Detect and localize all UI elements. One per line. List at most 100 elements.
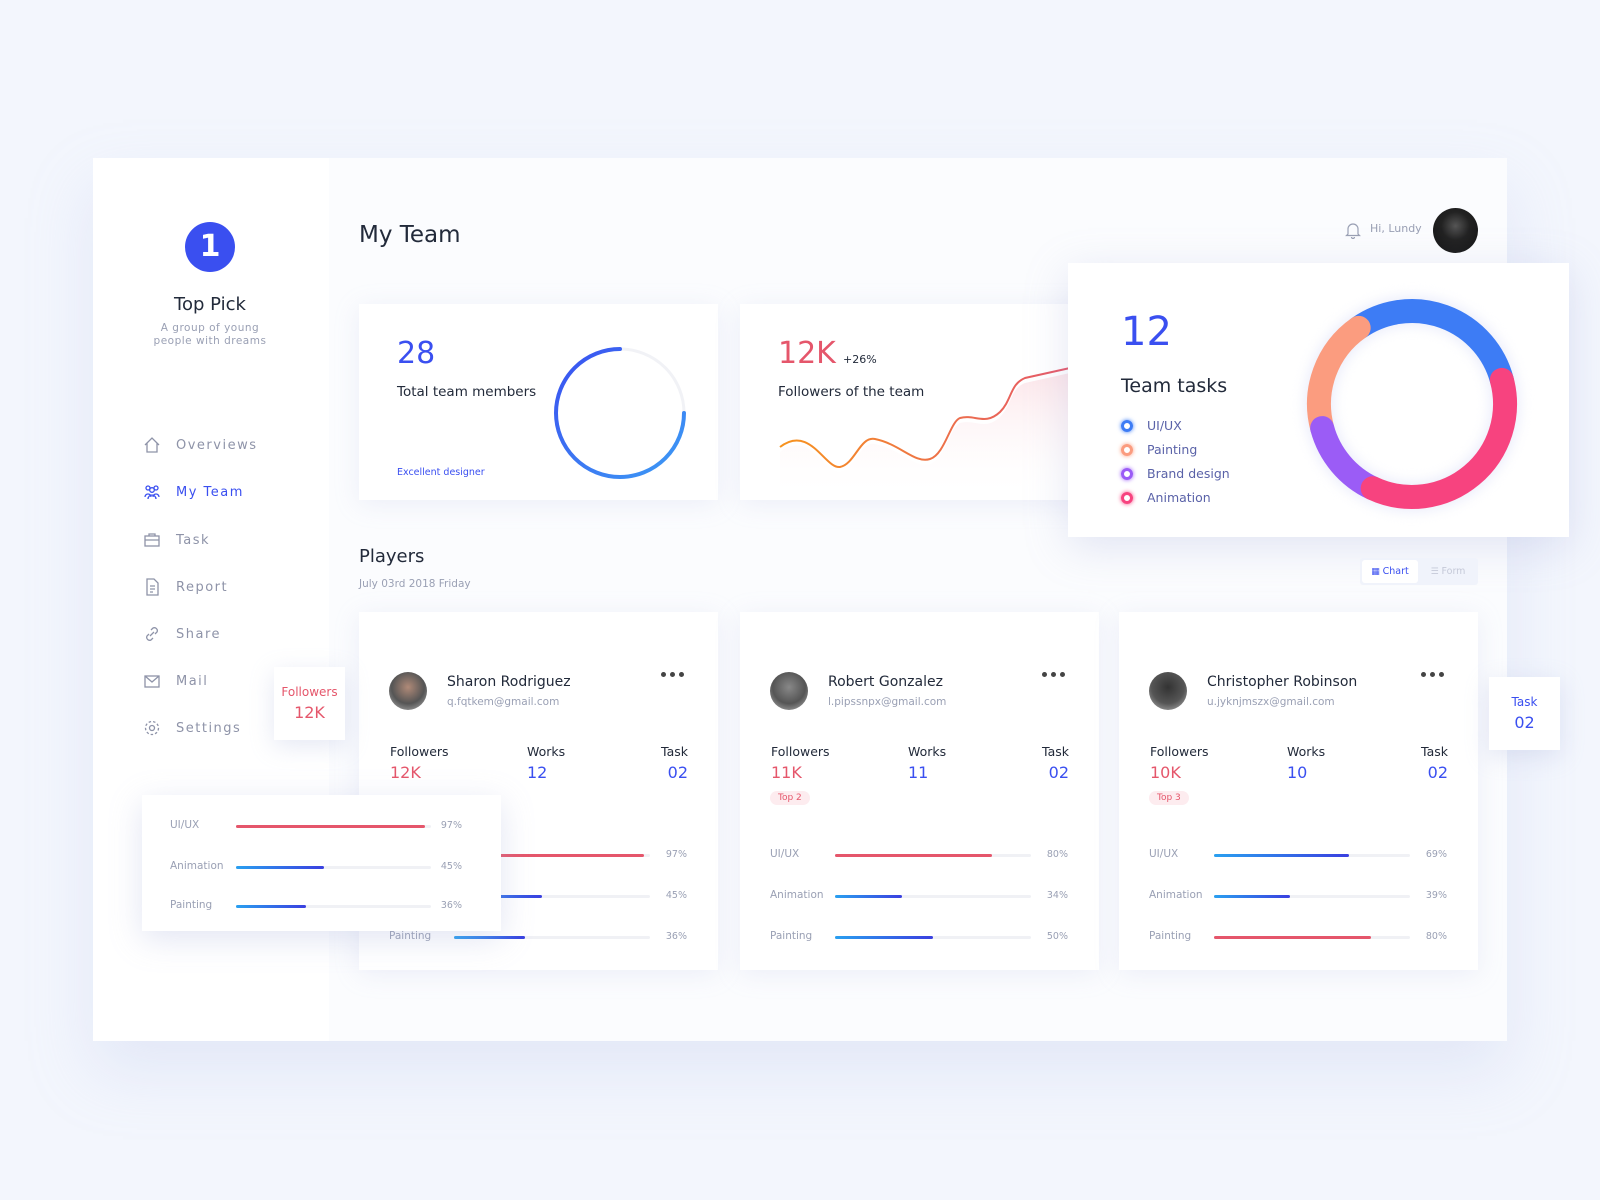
skill-bar (236, 825, 426, 828)
players-date: July 03rd 2018 Friday (359, 578, 471, 590)
player-avatar (389, 672, 427, 710)
skill-track (835, 854, 1031, 857)
skill-percent: 45% (440, 861, 462, 872)
skill-percent: 36% (440, 900, 462, 911)
popup-followers-label: Followers (281, 685, 338, 699)
legend-label: Painting (1147, 442, 1198, 457)
legend-dot (1121, 467, 1133, 480)
skill-track (236, 825, 431, 828)
donut-segment (1360, 367, 1517, 509)
legend-item: Painting (1121, 442, 1197, 457)
nav-label: Overviews (176, 437, 258, 453)
tasks-label: Team tasks (1121, 375, 1228, 397)
stat-value: 02 (1048, 763, 1069, 782)
stat-label: Works (1287, 744, 1326, 759)
bell-icon[interactable] (1345, 221, 1361, 239)
nav-item[interactable]: Overviews (142, 433, 302, 457)
skill-track (236, 905, 431, 908)
skill-track (1214, 936, 1410, 939)
stat-label: Task (1042, 744, 1069, 759)
stat-label: Works (527, 744, 566, 759)
task-popup: Task 02 (1489, 677, 1560, 750)
stat-label: Works (908, 744, 947, 759)
skill-percent: 69% (1425, 849, 1447, 860)
chart-view-label: Chart (1382, 566, 1409, 577)
legend-label: Brand design (1147, 466, 1230, 481)
skill-bar (1214, 936, 1371, 939)
player-name: Sharon Rodriguez (447, 674, 571, 690)
skill-bar (835, 936, 933, 939)
nav-item[interactable]: Report (142, 575, 302, 599)
nav-item[interactable]: Settings (142, 716, 302, 740)
nav-label: Share (176, 626, 222, 642)
members-value: 28 (397, 336, 436, 371)
nav-item[interactable]: Mail (142, 669, 302, 693)
dot (679, 672, 684, 677)
skill-percent: 97% (665, 849, 687, 860)
nav-icon (146, 627, 158, 641)
skill-label: Animation (170, 860, 224, 872)
skill-percent: 36% (665, 931, 687, 942)
skill-label: UI/UX (1149, 848, 1179, 860)
legend-item: Animation (1121, 490, 1211, 505)
legend-item: UI/UX (1121, 418, 1182, 433)
skill-track (1214, 895, 1410, 898)
legend-dot (1121, 443, 1133, 456)
skill-label: Animation (1149, 889, 1203, 901)
dot (1060, 672, 1065, 677)
more-button[interactable] (1042, 672, 1068, 684)
nav-label: Settings (176, 720, 242, 736)
stat-label: Task (661, 744, 688, 759)
popup-followers-value: 12K (294, 703, 325, 722)
skill-label: Painting (1149, 930, 1192, 942)
followers-popup: Followers 12K (274, 667, 345, 740)
user-avatar[interactable] (1433, 208, 1478, 253)
nav-label: Task (176, 532, 211, 548)
stat-label: Followers (771, 744, 830, 759)
nav-item[interactable]: My Team (142, 480, 302, 504)
skill-percent: 50% (1046, 931, 1068, 942)
stat-label: Task (1421, 744, 1448, 759)
stat-value: 12 (527, 763, 548, 782)
skill-track (835, 936, 1031, 939)
nav-icon (146, 578, 159, 596)
skill-bar (1214, 895, 1291, 898)
nav-icon (144, 485, 160, 500)
members-card: 28 Total team members Excellent designer (359, 304, 718, 500)
skill-label: Painting (389, 930, 432, 942)
nav-item[interactable]: Task (142, 528, 302, 552)
form-view-button[interactable]: ☰ Form (1430, 566, 1466, 577)
tasks-donut (1304, 296, 1520, 512)
dot (1421, 672, 1426, 677)
followers-label: Followers of the team (778, 384, 925, 400)
followers-change: +26% (843, 353, 877, 366)
nav-icon (144, 437, 160, 453)
form-view-label: Form (1441, 566, 1466, 577)
player-name: Robert Gonzalez (828, 674, 943, 690)
logo: 1 (185, 222, 235, 272)
more-button[interactable] (1421, 672, 1447, 684)
player-email: u.jyknjmszx@gmail.com (1207, 696, 1335, 708)
chart-view-button[interactable]: ▦ Chart (1362, 560, 1418, 583)
legend-label: Animation (1147, 490, 1211, 505)
view-toggle: ▦ Chart ☰ Form (1360, 558, 1478, 585)
rank-badge: Top 2 (770, 791, 810, 805)
skill-percent: 97% (440, 820, 462, 831)
skill-percent: 80% (1425, 931, 1447, 942)
legend-item: Brand design (1121, 466, 1230, 481)
skill-track (454, 936, 650, 939)
brand-name: Top Pick (174, 294, 246, 315)
skill-label: Painting (170, 899, 213, 911)
nav-item[interactable]: Share (142, 622, 302, 646)
more-button[interactable] (661, 672, 687, 684)
members-ring (554, 347, 686, 479)
player-avatar (770, 672, 808, 710)
stat-value: 02 (1427, 763, 1448, 782)
skill-track (454, 854, 650, 857)
skill-percent: 34% (1046, 890, 1068, 901)
player-card: Christopher Robinson u.jyknjmszx@gmail.co… (1119, 612, 1478, 970)
members-note: Excellent designer (397, 467, 485, 478)
nav-label: Mail (176, 673, 209, 689)
nav-label: My Team (176, 484, 244, 500)
